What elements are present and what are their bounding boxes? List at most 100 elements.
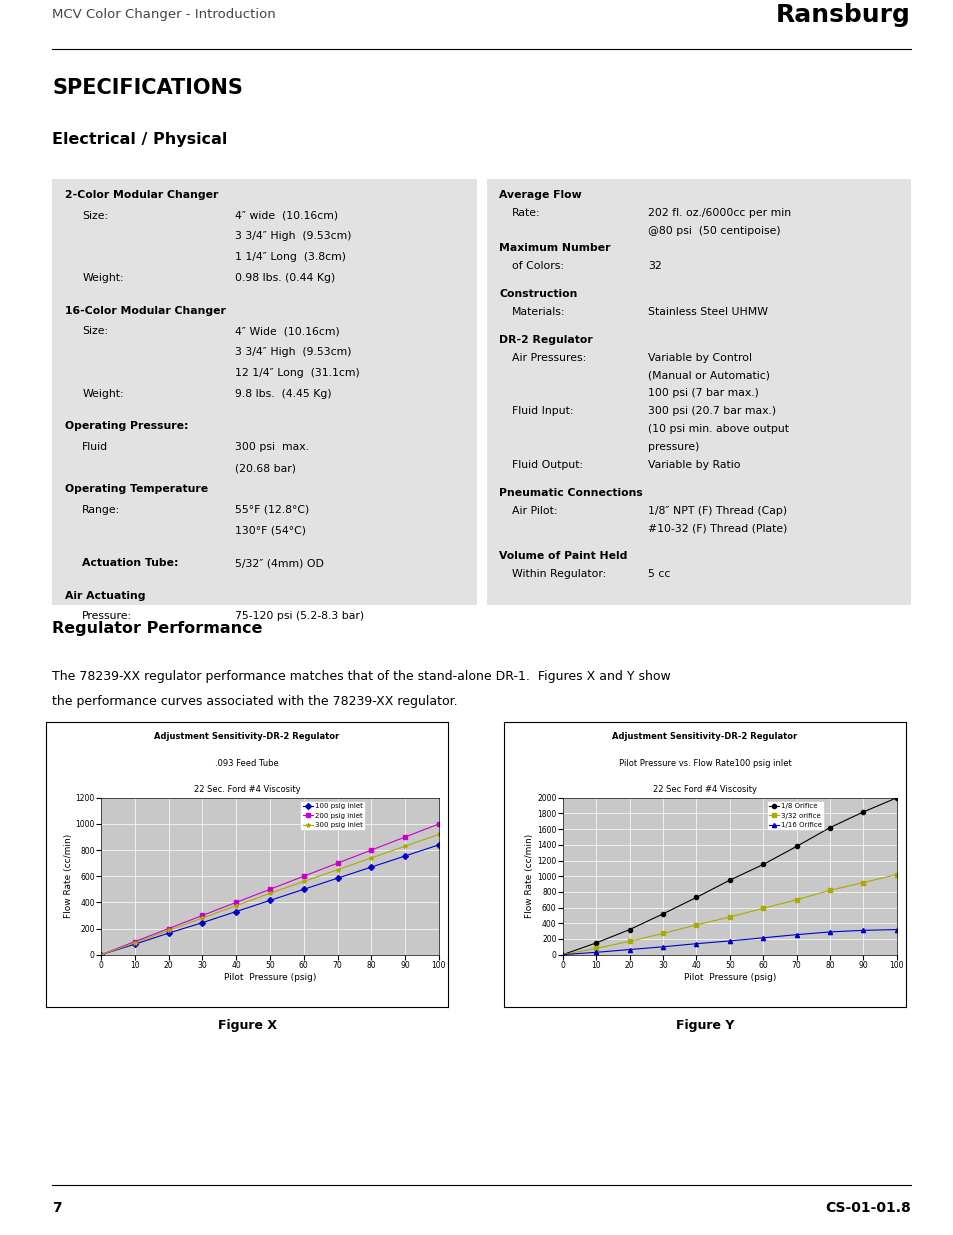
Text: Fluid: Fluid: [82, 442, 109, 452]
Text: Variable by Control: Variable by Control: [647, 352, 751, 363]
1/8 Orifice: [690, 890, 701, 905]
Text: 1/8″ NPT (F) Thread (Cap): 1/8″ NPT (F) Thread (Cap): [647, 505, 786, 515]
Text: 3 3/4″ High  (9.53cm): 3 3/4″ High (9.53cm): [234, 347, 351, 357]
100 psig inlet: [365, 860, 376, 874]
100 psig inlet: [399, 848, 411, 863]
Text: Weight:: Weight:: [82, 273, 124, 283]
Text: Materials:: Materials:: [512, 308, 565, 317]
Legend: 100 psig inlet, 200 psig inlet, 300 psig inlet: 100 psig inlet, 200 psig inlet, 300 psig…: [300, 802, 365, 830]
1/8 Orifice: [890, 790, 902, 805]
300 psig inlet: [365, 851, 376, 866]
Text: 5 cc: 5 cc: [647, 569, 670, 579]
200 psig inlet: [264, 882, 275, 897]
Y-axis label: Flow Rate (cc/min): Flow Rate (cc/min): [525, 834, 534, 919]
Text: 0.98 lbs. (0.44 Kg): 0.98 lbs. (0.44 Kg): [234, 273, 335, 283]
3/32 orifice: [823, 883, 835, 898]
3/32 orifice: [657, 926, 668, 941]
Text: The 78239-XX regulator performance matches that of the stand-alone DR-1.  Figure: The 78239-XX regulator performance match…: [52, 671, 671, 683]
200 psig inlet: [196, 908, 208, 923]
200 psig inlet: [95, 947, 107, 962]
1/16 Orifice: [623, 942, 635, 957]
Text: Electrical / Physical: Electrical / Physical: [52, 132, 228, 147]
1/16 Orifice: [890, 923, 902, 937]
Text: Fluid Input:: Fluid Input:: [512, 406, 573, 416]
Text: Air Actuating: Air Actuating: [65, 590, 146, 600]
Text: MCV Color Changer - Introduction: MCV Color Changer - Introduction: [52, 9, 276, 21]
Text: Operating Pressure:: Operating Pressure:: [65, 421, 189, 431]
Text: 5/32″ (4mm) OD: 5/32″ (4mm) OD: [234, 558, 324, 568]
200 psig inlet: [163, 921, 174, 936]
Text: Figure X: Figure X: [217, 1019, 276, 1032]
200 psig inlet: [433, 816, 444, 831]
X-axis label: Pilot  Pressure (psig): Pilot Pressure (psig): [224, 973, 315, 982]
Text: @80 psi  (50 centipoise): @80 psi (50 centipoise): [647, 226, 780, 236]
Text: 7: 7: [52, 1200, 62, 1214]
1/8 Orifice: [857, 804, 868, 819]
Text: Within Regulator:: Within Regulator:: [512, 569, 605, 579]
Line: 3/32 orifice: 3/32 orifice: [560, 873, 898, 957]
Text: Volume of Paint Held: Volume of Paint Held: [498, 551, 627, 561]
Text: 300 psi (20.7 bar max.): 300 psi (20.7 bar max.): [647, 406, 775, 416]
Text: Pneumatic Connections: Pneumatic Connections: [498, 488, 642, 498]
Text: 16-Color Modular Changer: 16-Color Modular Changer: [65, 305, 226, 316]
Text: Rate:: Rate:: [512, 207, 540, 217]
Text: of Colors:: of Colors:: [512, 262, 563, 272]
1/16 Orifice: [823, 925, 835, 940]
Text: Adjustment Sensitivity-DR-2 Regulator: Adjustment Sensitivity-DR-2 Regulator: [612, 732, 797, 741]
Text: 12 1/4″ Long  (31.1cm): 12 1/4″ Long (31.1cm): [234, 368, 359, 378]
3/32 orifice: [723, 910, 735, 925]
100 psig inlet: [231, 904, 242, 919]
100 psig inlet: [297, 882, 309, 897]
Text: 22 Sec. Ford #4 Viscosity: 22 Sec. Ford #4 Viscosity: [193, 784, 300, 794]
Line: 1/16 Orifice: 1/16 Orifice: [560, 927, 898, 957]
1/8 Orifice: [757, 857, 768, 872]
X-axis label: Pilot  Pressure (psig): Pilot Pressure (psig): [683, 973, 775, 982]
300 psig inlet: [95, 947, 107, 962]
Text: Size:: Size:: [82, 211, 109, 221]
Text: Pressure:: Pressure:: [82, 611, 132, 621]
Text: 2-Color Modular Changer: 2-Color Modular Changer: [65, 190, 218, 200]
3/32 orifice: [757, 902, 768, 916]
Text: Fluid Output:: Fluid Output:: [512, 459, 582, 471]
Line: 1/8 Orifice: 1/8 Orifice: [560, 795, 898, 957]
200 psig inlet: [231, 895, 242, 910]
3/32 orifice: [690, 918, 701, 932]
Text: 4″ Wide  (10.16cm): 4″ Wide (10.16cm): [234, 326, 339, 336]
3/32 orifice: [623, 934, 635, 948]
Text: Figure Y: Figure Y: [675, 1019, 734, 1032]
Text: Construction: Construction: [498, 289, 578, 299]
Text: .093 Feed Tube: .093 Feed Tube: [215, 760, 278, 768]
3/32 orifice: [557, 947, 568, 962]
Text: Regulator Performance: Regulator Performance: [52, 621, 263, 636]
Line: 100 psig inlet: 100 psig inlet: [99, 842, 440, 957]
1/8 Orifice: [657, 906, 668, 921]
100 psig inlet: [332, 871, 343, 885]
Text: Variable by Ratio: Variable by Ratio: [647, 459, 740, 471]
300 psig inlet: [231, 898, 242, 913]
Text: 75-120 psi (5.2-8.3 bar): 75-120 psi (5.2-8.3 bar): [234, 611, 364, 621]
Text: the performance curves associated with the 78239-XX regulator.: the performance curves associated with t…: [52, 695, 457, 708]
Text: 300 psi  max.: 300 psi max.: [234, 442, 309, 452]
3/32 orifice: [857, 876, 868, 890]
1/8 Orifice: [557, 947, 568, 962]
Text: (20.68 bar): (20.68 bar): [234, 463, 295, 473]
Text: (Manual or Automatic): (Manual or Automatic): [647, 370, 769, 380]
Text: #10-32 (F) Thread (Plate): #10-32 (F) Thread (Plate): [647, 524, 786, 534]
Text: 202 fl. oz./6000cc per min: 202 fl. oz./6000cc per min: [647, 207, 790, 217]
200 psig inlet: [129, 934, 140, 948]
Text: Air Pressures:: Air Pressures:: [512, 352, 586, 363]
Text: SPECIFICATIONS: SPECIFICATIONS: [52, 79, 243, 99]
100 psig inlet: [196, 915, 208, 930]
Text: Pilot Pressure vs. Flow Rate100 psig inlet: Pilot Pressure vs. Flow Rate100 psig inl…: [618, 760, 791, 768]
200 psig inlet: [332, 856, 343, 871]
Text: CS-01-01.8: CS-01-01.8: [824, 1200, 910, 1214]
300 psig inlet: [399, 839, 411, 853]
Text: 55°F (12.8°C): 55°F (12.8°C): [234, 505, 309, 515]
Line: 300 psig inlet: 300 psig inlet: [99, 832, 440, 957]
Text: Actuation Tube:: Actuation Tube:: [82, 558, 178, 568]
100 psig inlet: [95, 947, 107, 962]
Text: Stainless Steel UHMW: Stainless Steel UHMW: [647, 308, 767, 317]
300 psig inlet: [196, 910, 208, 925]
Text: 32: 32: [647, 262, 661, 272]
Text: (10 psi min. above output: (10 psi min. above output: [647, 424, 788, 435]
